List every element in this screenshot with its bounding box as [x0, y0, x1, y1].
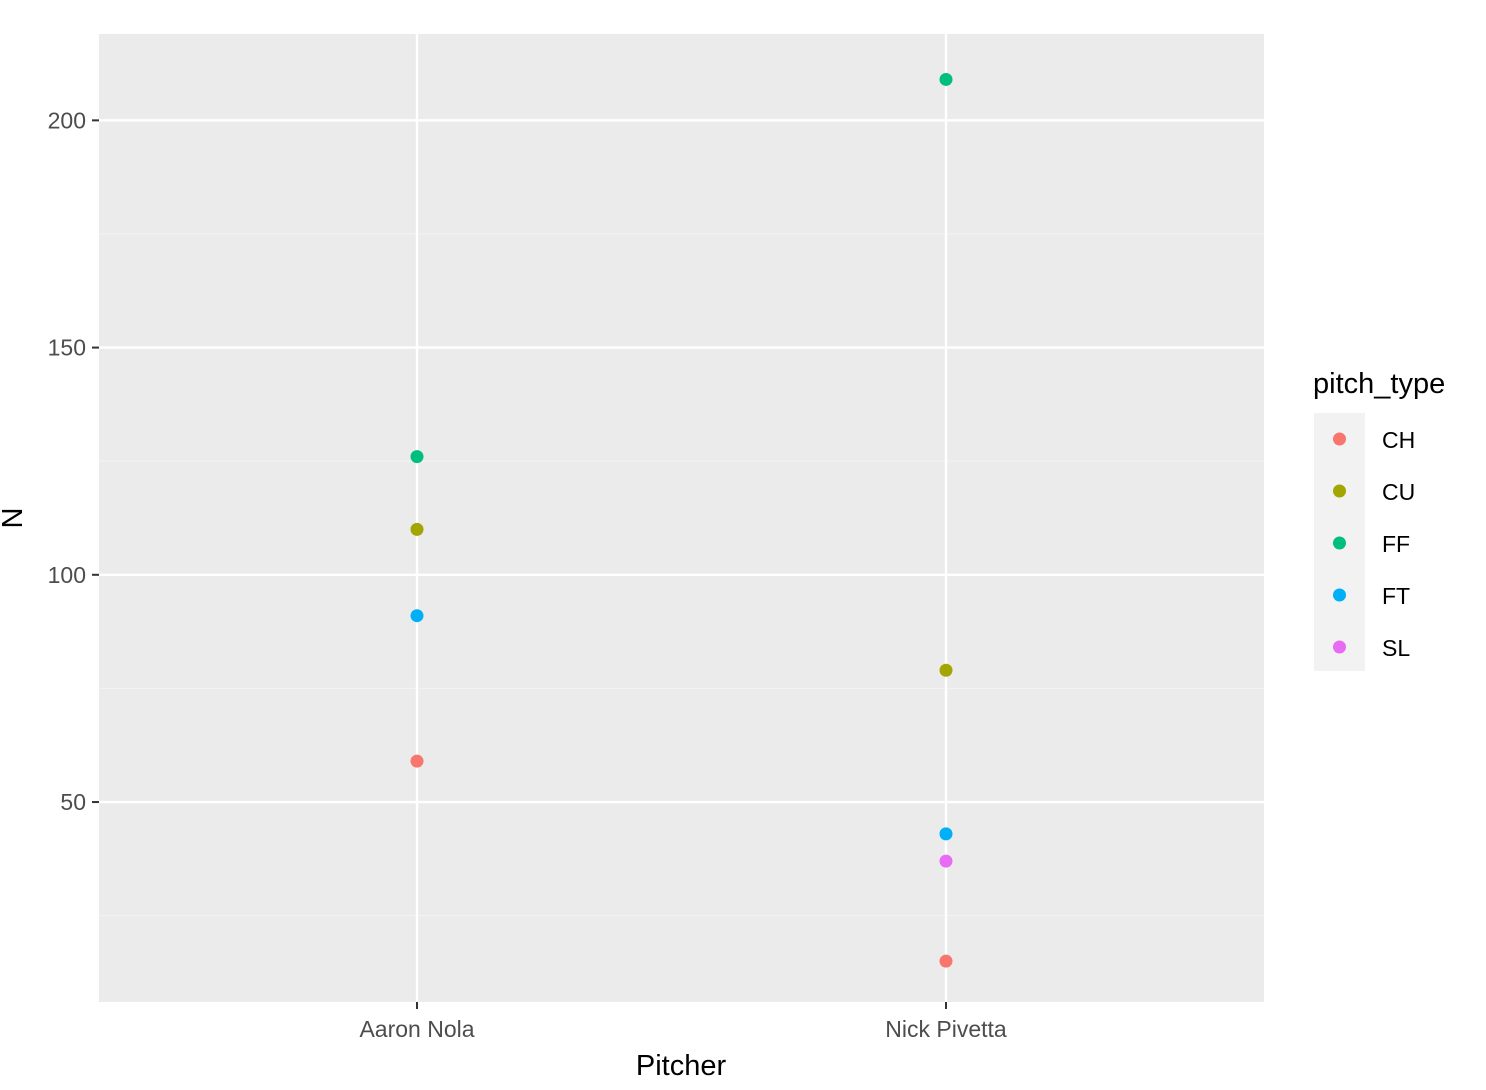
data-point-ch [410, 754, 424, 768]
y-tick-label: 100 [48, 562, 86, 588]
legend-key-ft [1333, 588, 1346, 602]
y-tick-label: 150 [48, 335, 86, 361]
data-point-ff [939, 72, 953, 86]
legend-title: pitch_type [1313, 368, 1445, 400]
x-axis-title: Pitcher [636, 1050, 727, 1082]
legend-label: FF [1382, 531, 1410, 557]
data-point-cu [939, 663, 953, 677]
y-axis-title: N [0, 508, 29, 529]
data-points [410, 72, 953, 968]
legend-key-ff [1333, 536, 1346, 550]
y-axis: 50 100 150 200 [48, 107, 99, 815]
legend: pitch_type CH CU FF FT SL [1313, 368, 1445, 671]
legend-label: CH [1382, 427, 1415, 453]
x-tick-label: Nick Pivetta [885, 1016, 1007, 1042]
data-point-ff [410, 450, 424, 464]
legend-label: SL [1382, 635, 1410, 661]
data-point-ft [939, 827, 953, 841]
legend-label: CU [1382, 479, 1415, 505]
y-tick-label: 200 [48, 107, 86, 133]
y-tick-label: 50 [60, 789, 86, 815]
legend-key-cu [1333, 484, 1346, 498]
legend-key-sl [1333, 640, 1346, 654]
data-point-ch [939, 954, 953, 968]
plot-panel [99, 34, 1264, 1002]
major-gridlines [99, 34, 1264, 1002]
legend-key-ch [1333, 432, 1346, 446]
data-point-sl [939, 854, 953, 868]
minor-gridlines [99, 233, 1264, 917]
x-axis: Aaron Nola Nick Pivetta [359, 1002, 1007, 1042]
data-point-ft [410, 609, 424, 623]
legend-label: FT [1382, 583, 1410, 609]
legend-items: CH CU FF FT SL [1333, 427, 1415, 661]
x-tick-label: Aaron Nola [359, 1016, 474, 1042]
data-point-cu [410, 522, 424, 536]
